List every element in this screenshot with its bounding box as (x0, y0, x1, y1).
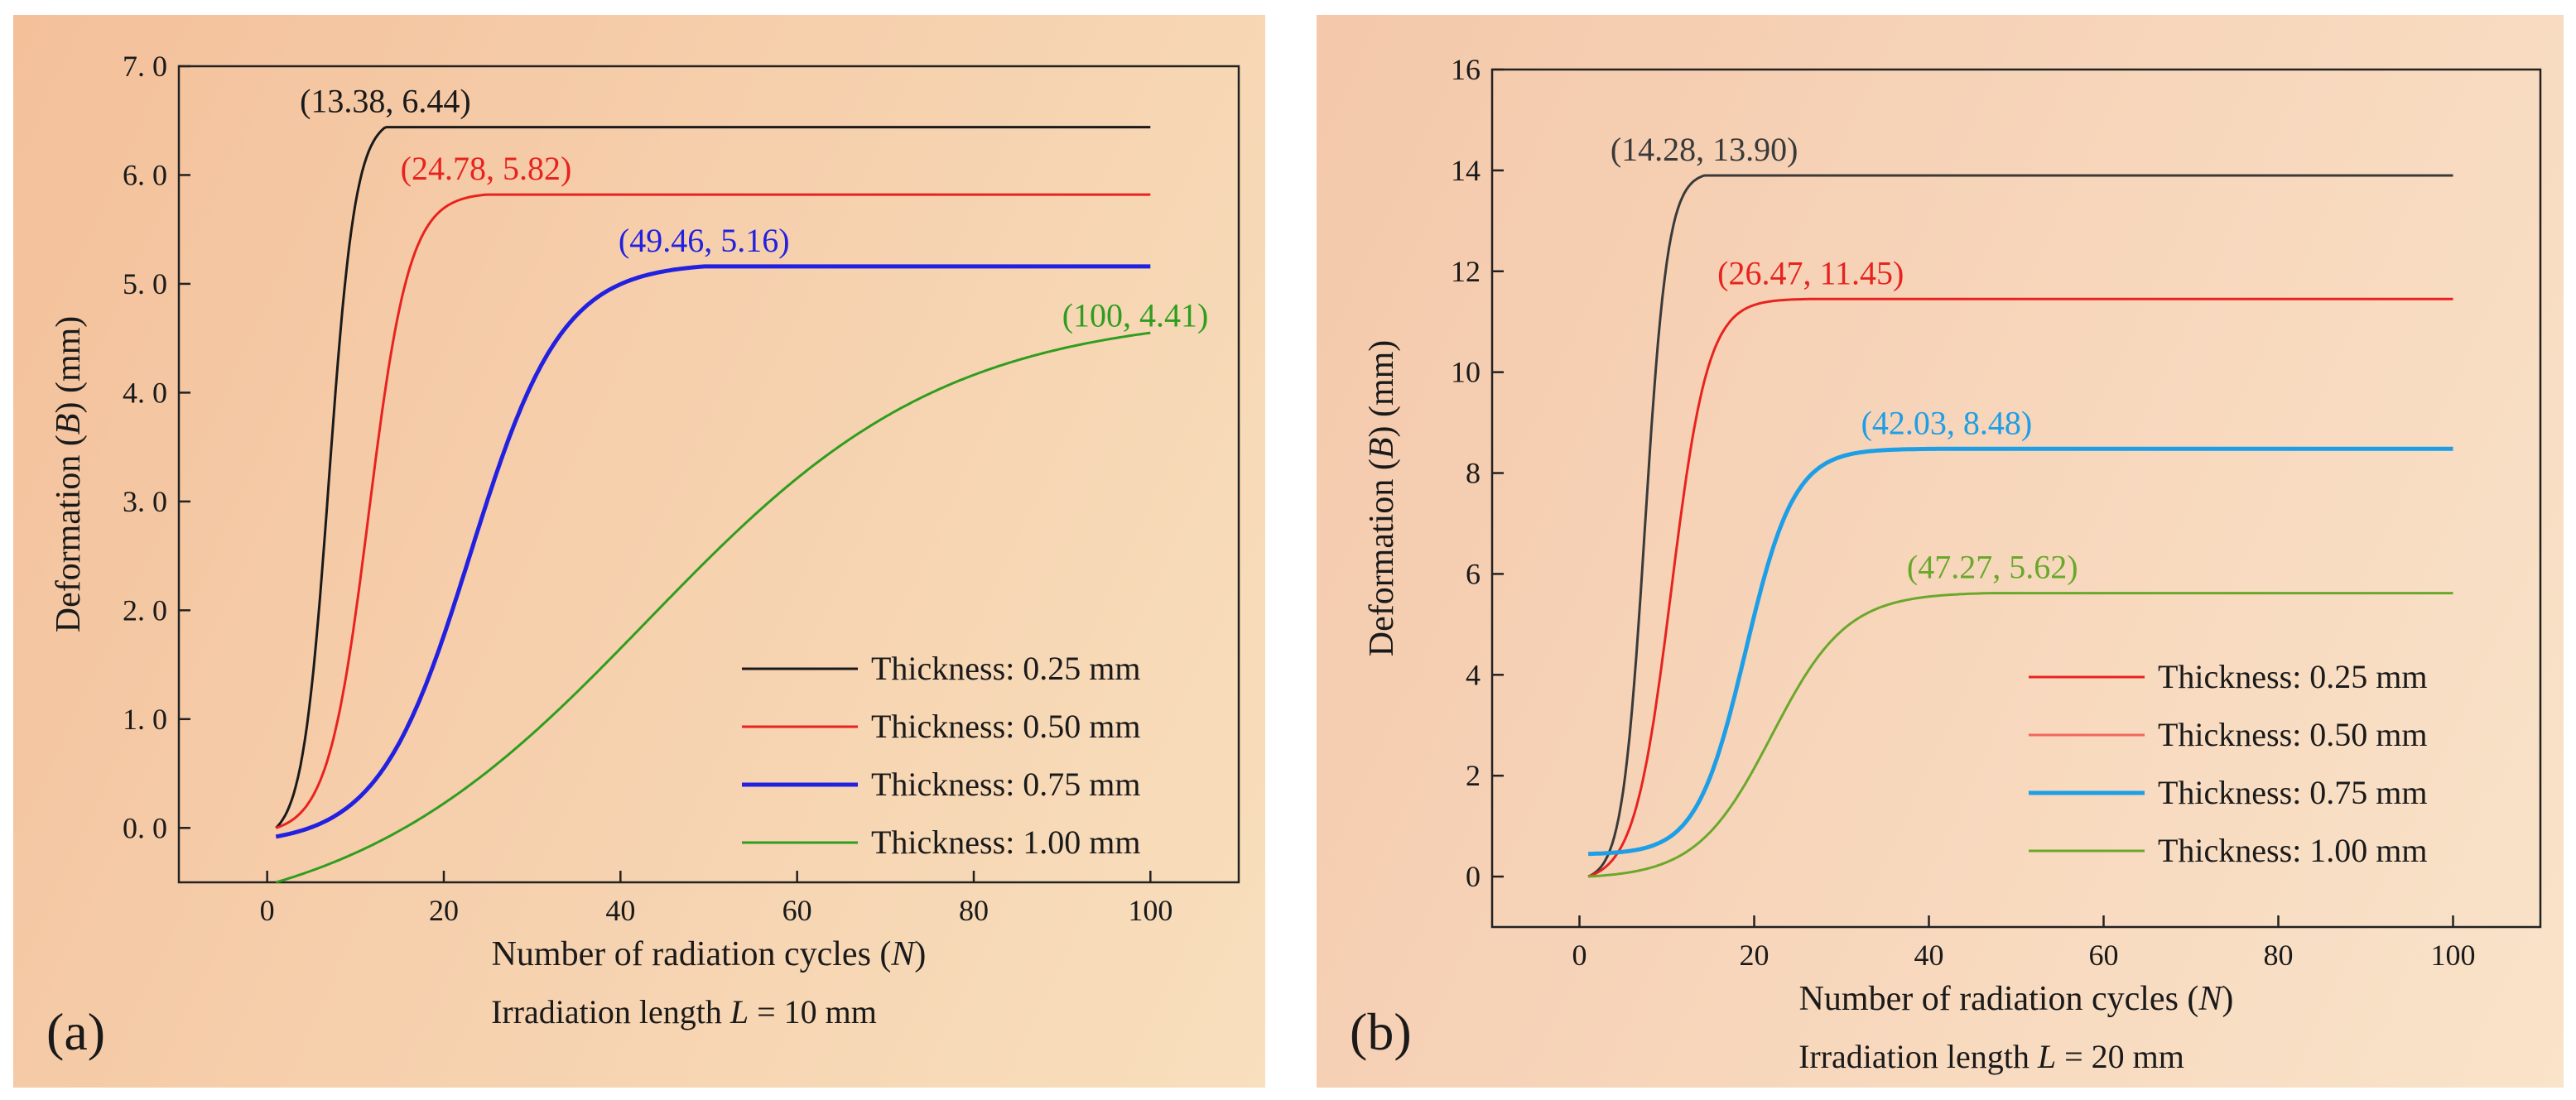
x-axis-title: Number of radiation cycles (N) (492, 935, 927, 973)
chart-subtitle: Irradiation length L = 20 mm (1798, 1038, 2184, 1075)
x-tick-label: 80 (959, 894, 989, 927)
y-tick-label: 2. 0 (123, 593, 167, 627)
chart-panel-a: 0. 0 1. 0 2. 0 3. 0 4. 0 5. 0 6. 0 7. 0 0 20 40 60 8… (13, 15, 1265, 1088)
text-part: ) (mm) (1363, 340, 1401, 438)
y-axis-title: Deformation (B) (mm) (50, 316, 88, 633)
x-tick-label: 20 (429, 894, 459, 927)
y-tick-label: 8 (1466, 457, 1481, 490)
y-tick-label: 4. 0 (123, 376, 167, 409)
legend-label: Thickness: 1.00 mm (2158, 832, 2428, 869)
y-tick-label: 3. 0 (123, 485, 167, 518)
y-tick-label: 16 (1451, 53, 1481, 86)
y-tick-label: 0 (1466, 860, 1481, 893)
x-tick-label: 20 (1740, 939, 1769, 972)
legend-label: Thickness: 1.00 mm (871, 824, 1141, 861)
series-line (275, 193, 1151, 829)
series-line (1587, 592, 2453, 878)
y-tick-label: 10 (1451, 356, 1481, 389)
legend-label: Thickness: 0.50 mm (2158, 716, 2428, 753)
plot-frame (177, 65, 1240, 884)
text-part: Number of radiation cycles ( (1799, 980, 2199, 1018)
series-line (1587, 174, 2453, 878)
x-tick-label: 60 (782, 894, 812, 927)
y-tick-label: 12 (1451, 255, 1481, 288)
legend-label: Thickness: 0.25 mm (2158, 658, 2428, 695)
text-part: B (50, 414, 88, 435)
data-annotation: (26.47, 11.45) (1717, 254, 1904, 291)
series-line (275, 264, 1151, 839)
chart-panel-b: 0 2 4 6 8 10 12 14 16 0 20 40 60 80 100 Number of radia… (1317, 15, 2564, 1088)
y-tick-label: 5. 0 (123, 267, 167, 300)
legend-label: Thickness: 0.25 mm (871, 650, 1141, 687)
y-tick-label: 4 (1466, 658, 1481, 691)
x-tick-label: 0 (260, 894, 275, 927)
series-line (1588, 446, 2453, 857)
y-axis-title: Deformation (B) (mm) (1363, 340, 1401, 657)
text-part: L (2037, 1038, 2056, 1075)
text-part: N (2198, 980, 2223, 1018)
data-annotation: (24.78, 5.82) (401, 150, 572, 187)
data-annotation: (13.38, 6.44) (300, 83, 471, 120)
text-part: ) (mm) (50, 316, 88, 414)
panel-label: (a) (46, 1002, 105, 1061)
y-tick-label: 14 (1451, 154, 1481, 187)
text-part: Deformation ( (50, 435, 88, 632)
y-tick-label: 6 (1466, 557, 1481, 590)
legend-label: Thickness: 0.75 mm (871, 766, 1141, 803)
panel-label: (b) (1350, 1002, 1412, 1061)
series-line (1587, 297, 2453, 878)
data-annotation: (14.28, 13.90) (1611, 131, 1798, 168)
x-tick-label: 40 (605, 894, 635, 927)
y-tick-label: 1. 0 (123, 703, 167, 736)
text-part: = 10 mm (749, 993, 877, 1030)
plot-frame (1490, 68, 2542, 929)
text-part: N (890, 935, 916, 973)
data-annotation: (100, 4.41) (1062, 296, 1209, 334)
x-tick-label: 0 (1572, 939, 1587, 972)
y-tick-label: 2 (1466, 759, 1481, 792)
text-part: ) (914, 935, 926, 973)
x-tick-label: 60 (2089, 939, 2119, 972)
x-tick-label: 80 (2264, 939, 2294, 972)
text-part: Number of radiation cycles ( (492, 935, 892, 973)
text-part: = 20 mm (2056, 1038, 2184, 1075)
x-axis-title: Number of radiation cycles (N) (1799, 980, 2234, 1018)
y-tick-label: 6. 0 (123, 158, 167, 191)
y-tick-label: 0. 0 (123, 811, 167, 844)
legend-label: Thickness: 0.50 mm (871, 708, 1141, 745)
text-part: Irradiation length (491, 993, 730, 1030)
y-tick-label: 7. 0 (123, 50, 167, 83)
x-tick-label: 40 (1914, 939, 1944, 972)
series-line (275, 331, 1151, 884)
data-annotation: (47.27, 5.62) (1907, 549, 2078, 586)
x-tick-label: 100 (2431, 939, 2476, 972)
x-tick-label: 100 (1128, 894, 1172, 927)
legend-label: Thickness: 0.75 mm (2158, 774, 2428, 811)
data-annotation: (42.03, 8.48) (1861, 404, 2033, 441)
series-line (275, 126, 1151, 829)
chart-a-svg: 0. 0 1. 0 2. 0 3. 0 4. 0 5. 0 6. 0 7. 0 0 20 40 60 8… (46, 50, 1240, 1061)
text-part: B (1363, 438, 1401, 459)
chart-subtitle: Irradiation length L = 10 mm (491, 993, 877, 1030)
chart-b-svg: 0 2 4 6 8 10 12 14 16 0 20 40 60 80 100 Number of radia… (1350, 53, 2542, 1075)
text-part: ) (2222, 980, 2233, 1018)
text-part: Deformation ( (1363, 459, 1401, 656)
text-part: Irradiation length (1798, 1038, 2038, 1075)
data-annotation: (49.46, 5.16) (619, 222, 790, 259)
text-part: L (729, 993, 749, 1030)
